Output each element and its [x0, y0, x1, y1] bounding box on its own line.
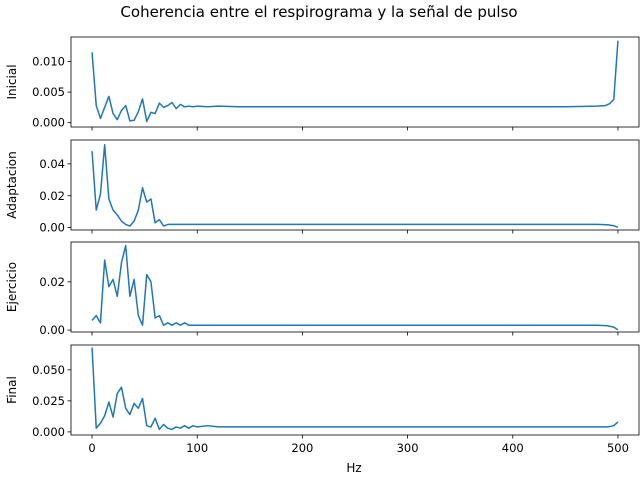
x-tick-label: 200 [291, 441, 313, 455]
x-tick-label: 300 [397, 441, 419, 455]
y-tick-label: 0.00 [39, 323, 65, 337]
y-axis-label: Adaptacion [5, 151, 19, 219]
panel-2: 0.00 0.02 Ejercicio [5, 241, 640, 337]
chart-title: Coherencia entre el respirograma y la se… [120, 3, 517, 21]
y-tick-label: 0.000 [32, 425, 65, 439]
x-tick-label: 0 [88, 441, 95, 455]
y-tick-label: 0.000 [32, 116, 65, 130]
y-tick-label: 0.005 [32, 85, 65, 99]
axes-frame [70, 36, 640, 128]
y-tick-label: 0.04 [39, 157, 65, 171]
y-axis-label: Final [5, 376, 19, 404]
y-tick-label: 0.02 [39, 275, 65, 289]
y-axis-label: Ejercicio [5, 262, 19, 312]
x-tick-label: 100 [186, 441, 208, 455]
panel-0: 0.000 0.005 0.010 Inicial [5, 36, 640, 131]
y-tick-label: 0.010 [32, 54, 65, 68]
y-tick-label: 0.050 [32, 363, 65, 377]
axes-frame [70, 241, 640, 333]
axes-frame [70, 139, 640, 231]
y-tick-label: 0.00 [39, 221, 65, 235]
axes-frame [70, 344, 640, 436]
x-axis-label: Hz [346, 461, 361, 475]
x-tick-label: 400 [502, 441, 524, 455]
series-line [91, 144, 619, 228]
series-line [91, 40, 619, 123]
y-tick-label: 0.025 [32, 394, 65, 408]
series-line [91, 244, 619, 331]
series-line [91, 347, 619, 431]
y-axis-label: Inicial [5, 64, 19, 99]
x-tick-label: 500 [607, 441, 629, 455]
panel-1: 0.00 0.02 0.04 Adaptacion [5, 139, 640, 235]
y-tick-label: 0.02 [39, 189, 65, 203]
panel-3: 0.000 0.025 0.050 0 100 200 300 400 500 Final [5, 344, 640, 455]
